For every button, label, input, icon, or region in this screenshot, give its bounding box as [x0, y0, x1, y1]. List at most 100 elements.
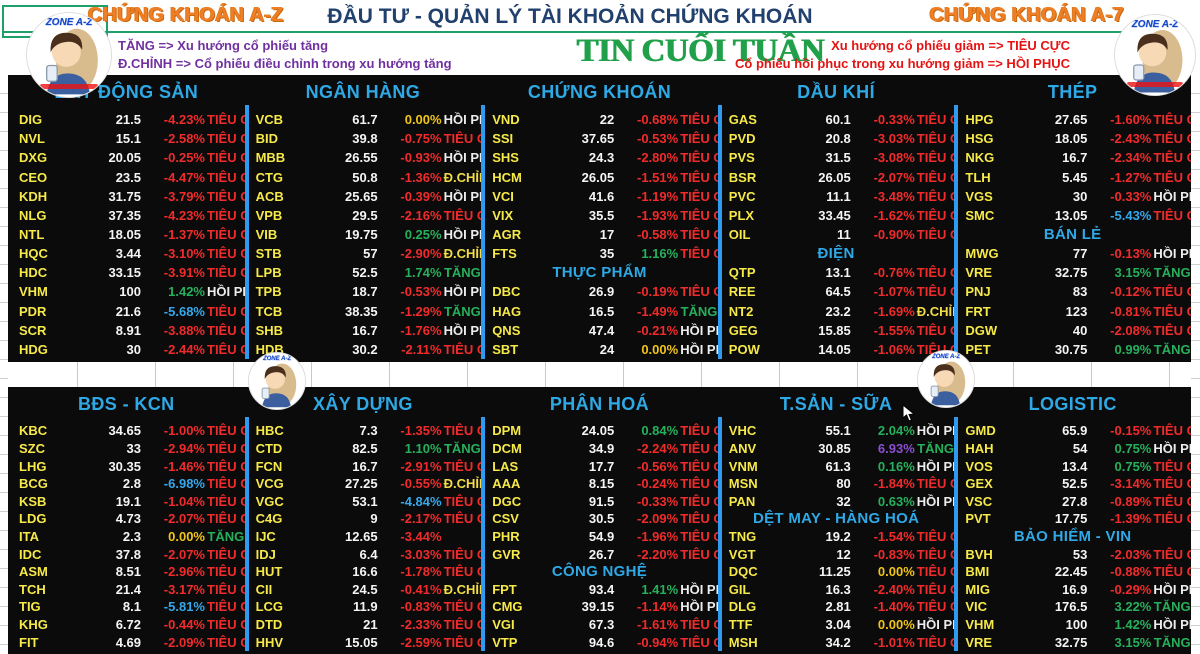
stock-row[interactable]: HUT 16.6 -1.78%TIÊU CỰC — [245, 563, 482, 581]
stock-row[interactable]: TLH 5.45 -1.27%TIÊU CỰC — [954, 167, 1191, 186]
stock-row[interactable]: BVH 53 -2.03%TIÊU CỰC — [954, 545, 1191, 563]
stock-row[interactable]: IDJ 6.4 -3.03%TIÊU CỰC — [245, 545, 482, 563]
stock-row[interactable]: DXG 20.05 -0.25%TIÊU CỰC — [8, 148, 245, 167]
stock-row[interactable]: PET 30.75 0.99% TĂNG — [954, 340, 1191, 359]
stock-row[interactable]: LHG 30.35 -1.46%TIÊU CỰC — [8, 457, 245, 475]
stock-row[interactable]: STB 57 -2.90%Đ.CHỈNH — [245, 244, 482, 263]
stock-row[interactable]: PLX 33.45 -1.62%TIÊU CỰC — [718, 206, 955, 225]
stock-row[interactable]: TCB 38.35 -1.29% TĂNG — [245, 302, 482, 321]
stock-row[interactable]: VTP 94.6 -0.94%TIÊU CỰC — [481, 633, 718, 651]
stock-row[interactable]: ITA 2.3 0.00% TĂNG — [8, 528, 245, 546]
stock-row[interactable]: PVT 17.75 -1.39%TIÊU CỰC — [954, 510, 1191, 528]
stock-row[interactable]: VRE 32.75 3.15% TĂNG — [954, 633, 1191, 651]
stock-row[interactable]: SHS 24.3 -2.80%TIÊU CỰC — [481, 148, 718, 167]
stock-row[interactable]: SBT 24 0.00%HỒI PHỤC — [481, 340, 718, 359]
stock-row[interactable]: SCR 8.91 -3.88%TIÊU CỰC — [8, 321, 245, 340]
stock-row[interactable]: SSI 37.65 -0.53%TIÊU CỰC — [481, 129, 718, 148]
stock-row[interactable]: REE 64.5 -1.07%TIÊU CỰC — [718, 282, 955, 301]
stock-row[interactable]: DLG 2.81 -1.40%TIÊU CỰC — [718, 598, 955, 616]
stock-row[interactable]: CEO 23.5 -4.47%TIÊU CỰC — [8, 167, 245, 186]
stock-row[interactable]: C4G 9 -2.17%TIÊU CỰC — [245, 510, 482, 528]
stock-row[interactable]: HPG 27.65 -1.60%TIÊU CỰC — [954, 110, 1191, 129]
stock-row[interactable]: NKG 16.7 -2.34%TIÊU CỰC — [954, 148, 1191, 167]
stock-row[interactable]: VCG 27.25 -0.55%Đ.CHỈNH — [245, 475, 482, 493]
stock-row[interactable]: VND 22 -0.68%TIÊU CỰC — [481, 110, 718, 129]
stock-row[interactable]: LPB 52.5 1.74% TĂNG — [245, 263, 482, 282]
stock-row[interactable]: VOS 13.4 0.75%TIÊU CỰC — [954, 457, 1191, 475]
stock-row[interactable]: KDH 31.75 -3.79%TIÊU CỰC — [8, 187, 245, 206]
stock-row[interactable]: VPB 29.5 -2.16%TIÊU CỰC — [245, 206, 482, 225]
stock-row[interactable]: MIG 16.9 -0.29%HỒI PHỤC — [954, 580, 1191, 598]
stock-row[interactable]: GAS 60.1 -0.33%TIÊU CỰC — [718, 110, 955, 129]
stock-row[interactable]: LAS 17.7 -0.56%TIÊU CỰC — [481, 457, 718, 475]
stock-row[interactable]: VRE 32.75 3.15% TĂNG — [954, 263, 1191, 282]
stock-row[interactable]: DBC 26.9 -0.19%TIÊU CỰC — [481, 282, 718, 301]
stock-row[interactable]: TNG 19.2 -1.54%TIÊU CỰC — [718, 528, 955, 546]
stock-row[interactable]: VCI 41.6 -1.19%TIÊU CỰC — [481, 187, 718, 206]
stock-row[interactable]: CSV 30.5 -2.09%TIÊU CỰC — [481, 510, 718, 528]
stock-row[interactable]: SMC 13.05 -5.43%TIÊU CỰC — [954, 206, 1191, 225]
stock-row[interactable]: ACB 25.65 -0.39%HỒI PHỤC — [245, 187, 482, 206]
stock-row[interactable]: HSG 18.05 -2.43%TIÊU CỰC — [954, 129, 1191, 148]
stock-row[interactable]: KBC 34.65 -1.00%TIÊU CỰC — [8, 422, 245, 440]
stock-row[interactable]: AAA 8.15 -0.24%TIÊU CỰC — [481, 475, 718, 493]
stock-row[interactable]: CTD 82.5 1.10% TĂNG — [245, 440, 482, 458]
stock-row[interactable]: VIX 35.5 -1.93%TIÊU CỰC — [481, 206, 718, 225]
stock-row[interactable]: MSN 80 -1.84%TIÊU CỰC — [718, 475, 955, 493]
stock-row[interactable]: PHR 54.9 -1.96%TIÊU CỰC — [481, 528, 718, 546]
stock-row[interactable]: VSC 27.8 -0.89%TIÊU CỰC — [954, 492, 1191, 510]
stock-row[interactable]: FRT 123 -0.81%TIÊU CỰC — [954, 302, 1191, 321]
stock-row[interactable]: AGR 17 -0.58%TIÊU CỰC — [481, 225, 718, 244]
stock-row[interactable]: DIG 21.5 -4.23%TIÊU CỰC — [8, 110, 245, 129]
stock-row[interactable]: HAG 16.5 -1.49% TĂNG — [481, 302, 718, 321]
stock-row[interactable]: MWG 77 -0.13%HỒI PHỤC — [954, 244, 1191, 263]
stock-row[interactable]: IDC 37.8 -2.07%TIÊU CỰC — [8, 545, 245, 563]
stock-row[interactable]: TCH 21.4 -3.17%TIÊU CỰC — [8, 580, 245, 598]
stock-row[interactable]: DPM 24.05 0.84%TIÊU CỰC — [481, 422, 718, 440]
stock-row[interactable]: VGS 30 -0.33%HỒI PHỤC — [954, 187, 1191, 206]
stock-row[interactable]: DQC 11.25 0.00%TIÊU CỰC — [718, 563, 955, 581]
stock-row[interactable]: NVL 15.1 -2.58%TIÊU CỰC — [8, 129, 245, 148]
stock-row[interactable]: SZC 33 -2.94%TIÊU CỰC — [8, 440, 245, 458]
stock-row[interactable]: HCM 26.05 -1.51%TIÊU CỰC — [481, 167, 718, 186]
stock-row[interactable]: OIL 11 -0.90%TIÊU CỰC — [718, 225, 955, 244]
stock-row[interactable]: VGI 67.3 -1.61%TIÊU CỰC — [481, 616, 718, 634]
stock-row[interactable]: HAH 54 0.75%HỒI PHỤC — [954, 440, 1191, 458]
stock-row[interactable]: PNJ 83 -0.12%TIÊU CỰC — [954, 282, 1191, 301]
stock-row[interactable]: IJC 12.65 -3.44% — [245, 528, 482, 546]
stock-row[interactable]: QNS 47.4 -0.21%HỒI PHỤC — [481, 321, 718, 340]
stock-row[interactable]: KSB 19.1 -1.04%TIÊU CỰC — [8, 492, 245, 510]
stock-row[interactable]: SHB 16.7 -1.76%HỒI PHỤC — [245, 321, 482, 340]
stock-row[interactable]: HQC 3.44 -3.10%TIÊU CỰC — [8, 244, 245, 263]
stock-row[interactable]: PVS 31.5 -3.08%TIÊU CỰC — [718, 148, 955, 167]
stock-row[interactable]: HBC 7.3 -1.35%TIÊU CỰC — [245, 422, 482, 440]
stock-row[interactable]: VHM 100 1.42%HỒI PHỤC — [954, 616, 1191, 634]
stock-row[interactable]: VHM 100 1.42%HỒI PHỤC — [8, 282, 245, 301]
stock-row[interactable]: BMI 22.45 -0.88%TIÊU CỰC — [954, 563, 1191, 581]
stock-row[interactable]: QTP 13.1 -0.76%TIÊU CỰC — [718, 263, 955, 282]
stock-row[interactable]: PVC 11.1 -3.48%TIÊU CỰC — [718, 187, 955, 206]
stock-row[interactable]: FPT 93.4 1.41%HỒI PHỤC — [481, 580, 718, 598]
stock-row[interactable]: PVD 20.8 -3.03%TIÊU CỰC — [718, 129, 955, 148]
stock-row[interactable]: NT2 23.2 -1.69%Đ.CHỈNH — [718, 302, 955, 321]
stock-row[interactable]: LDG 4.73 -2.07%TIÊU CỰC — [8, 510, 245, 528]
stock-row[interactable]: DGW 40 -2.08%TIÊU CỰC — [954, 321, 1191, 340]
stock-row[interactable]: BID 39.8 -0.75%TIÊU CỰC — [245, 129, 482, 148]
stock-row[interactable]: PAN 32 0.63%HỒI PHỤC — [718, 492, 955, 510]
stock-row[interactable]: GEG 15.85 -1.55%TIÊU CỰC — [718, 321, 955, 340]
stock-row[interactable]: CMG 39.15 -1.14%HỒI PHỤC — [481, 598, 718, 616]
stock-row[interactable]: FTS 35 1.16%TIÊU CỰC — [481, 244, 718, 263]
stock-row[interactable]: NLG 37.35 -4.23%TIÊU CỰC — [8, 206, 245, 225]
stock-row[interactable]: BCG 2.8 -6.98%TIÊU CỰC — [8, 475, 245, 493]
stock-row[interactable]: NTL 18.05 -1.37%TIÊU CỰC — [8, 225, 245, 244]
stock-row[interactable]: MSH 34.2 -1.01%TIÊU CỰC — [718, 633, 955, 651]
stock-row[interactable]: DTD 21 -2.33%TIÊU CỰC — [245, 616, 482, 634]
stock-row[interactable]: FCN 16.7 -2.91%TIÊU CỰC — [245, 457, 482, 475]
stock-row[interactable]: FIT 4.69 -2.09%TIÊU CỰC — [8, 633, 245, 651]
stock-row[interactable]: GVR 26.7 -2.20%TIÊU CỰC — [481, 545, 718, 563]
stock-row[interactable]: LCG 11.9 -0.83%TIÊU CỰC — [245, 598, 482, 616]
stock-row[interactable]: VHC 55.1 2.04%HỒI PHỤC — [718, 422, 955, 440]
stock-row[interactable]: TPB 18.7 -0.53%HỒI PHỤC — [245, 282, 482, 301]
stock-row[interactable]: ASM 8.51 -2.96%TIÊU CỰC — [8, 563, 245, 581]
stock-row[interactable]: VIB 19.75 0.25%HỒI PHỤC — [245, 225, 482, 244]
